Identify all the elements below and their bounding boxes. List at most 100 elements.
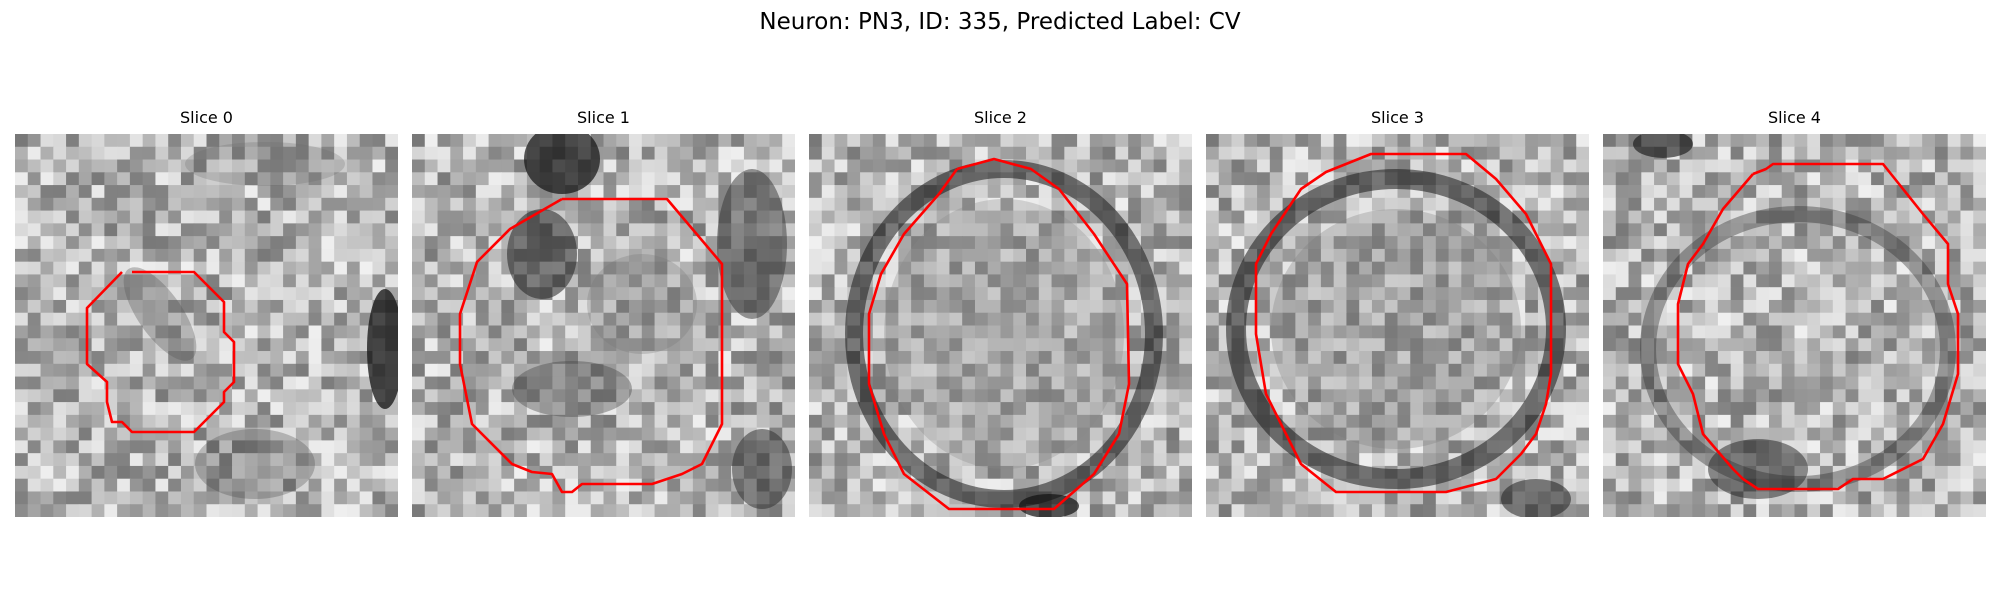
pixel — [270, 364, 283, 377]
pixel — [1179, 172, 1192, 185]
pixel — [514, 326, 527, 339]
pixel — [489, 274, 502, 287]
pixel — [578, 326, 591, 339]
pixel — [1576, 338, 1589, 351]
pixel — [66, 134, 79, 147]
pixel — [1538, 185, 1551, 198]
pixel — [718, 300, 731, 313]
pixel — [616, 236, 629, 249]
pixel — [706, 338, 719, 351]
pixel — [1756, 351, 1769, 364]
pixel — [655, 453, 668, 466]
pixel — [847, 491, 860, 504]
pixel — [1410, 491, 1423, 504]
pixel — [1257, 147, 1270, 160]
pixel — [629, 172, 642, 185]
pixel — [219, 262, 232, 275]
pixel — [270, 338, 283, 351]
pixel — [1551, 453, 1564, 466]
pixel — [822, 326, 835, 339]
pixel — [66, 479, 79, 492]
pixel — [1641, 185, 1654, 198]
pixel — [1538, 453, 1551, 466]
pixel — [1833, 313, 1846, 326]
pixel — [258, 287, 271, 300]
pixel — [1563, 249, 1576, 262]
pixel — [1667, 198, 1680, 211]
pixel — [181, 172, 194, 185]
pixel — [15, 326, 28, 339]
pixel — [1807, 262, 1820, 275]
pixel — [1166, 440, 1179, 453]
pixel — [347, 428, 360, 441]
pixel — [718, 402, 731, 415]
pixel — [1743, 262, 1756, 275]
pixel — [1922, 326, 1935, 339]
pixel — [28, 249, 41, 262]
pixel — [425, 491, 438, 504]
pixel — [604, 491, 617, 504]
pixel — [347, 453, 360, 466]
pixel — [629, 160, 642, 173]
pixel — [412, 491, 425, 504]
pixel — [616, 415, 629, 428]
pixel — [168, 440, 181, 453]
pixel — [321, 351, 334, 364]
pixel — [1769, 428, 1782, 441]
pixel — [1820, 428, 1833, 441]
pixel — [258, 262, 271, 275]
pixel — [412, 351, 425, 364]
pixel — [1922, 147, 1935, 160]
pixel — [1244, 160, 1257, 173]
pixel — [924, 211, 937, 224]
pixel — [1960, 249, 1973, 262]
pixel — [130, 479, 143, 492]
pixel — [168, 364, 181, 377]
pixel — [1616, 300, 1629, 313]
pixel — [450, 466, 463, 479]
pixel — [860, 147, 873, 160]
pixel — [296, 223, 309, 236]
pixel — [450, 185, 463, 198]
pixel — [847, 236, 860, 249]
pixel — [1820, 147, 1833, 160]
pixel — [438, 338, 451, 351]
pixel — [1616, 453, 1629, 466]
pixel — [1551, 236, 1564, 249]
pixel — [591, 185, 604, 198]
pixel — [1718, 287, 1731, 300]
pixel — [1833, 338, 1846, 351]
pixel — [514, 491, 527, 504]
pixel — [1283, 160, 1296, 173]
pixel — [655, 147, 668, 160]
pixel — [604, 504, 617, 517]
pixel — [1616, 338, 1629, 351]
pixel — [1973, 274, 1986, 287]
pixel — [372, 274, 385, 287]
pixel — [1654, 428, 1667, 441]
pixel — [489, 428, 502, 441]
pixel — [270, 262, 283, 275]
pixel — [1013, 134, 1026, 147]
pixel — [450, 326, 463, 339]
pixel — [283, 326, 296, 339]
pixel — [219, 223, 232, 236]
pixel — [1858, 300, 1871, 313]
pixel — [1563, 172, 1576, 185]
pixel — [1179, 351, 1192, 364]
pixel — [1795, 389, 1808, 402]
pixel — [782, 313, 795, 326]
pixel — [667, 147, 680, 160]
pixel — [1077, 440, 1090, 453]
pixel — [385, 160, 398, 173]
pixel — [1871, 504, 1884, 517]
pixel — [219, 504, 232, 517]
pixel — [207, 185, 220, 198]
pixel — [28, 262, 41, 275]
pixel — [425, 440, 438, 453]
pixel — [1154, 466, 1167, 479]
pixel — [15, 364, 28, 377]
pixel — [412, 134, 425, 147]
pixel — [718, 351, 731, 364]
pixel — [860, 466, 873, 479]
